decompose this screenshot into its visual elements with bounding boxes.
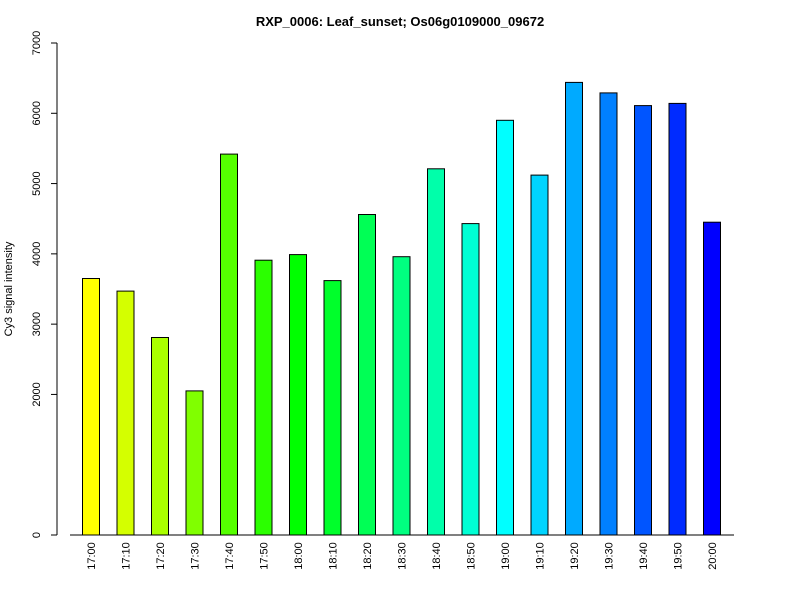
x-tick-label: 19:10 xyxy=(535,542,547,570)
bar-1710 xyxy=(116,290,135,536)
x-tick-label: 17:40 xyxy=(224,542,236,570)
x-tick-label: 18:10 xyxy=(328,542,340,570)
x-tick-label: 17:10 xyxy=(121,542,133,570)
bar-1820 xyxy=(358,214,376,536)
bars-group xyxy=(82,81,721,536)
y-axis-label: Cy3 signal intensity xyxy=(3,241,15,336)
bar-1850 xyxy=(461,223,480,536)
x-axis: 17:00 17:10 17:20 17:30 17:40 17:50 18:00 18:10… xyxy=(86,542,719,570)
y-axis: 0 2000 3000 4000 5000 6000 7000 xyxy=(31,31,58,538)
x-tick-label: 19:40 xyxy=(638,542,650,570)
bar-1720 xyxy=(151,337,169,536)
x-tick-label: 20:00 xyxy=(707,542,719,570)
y-tick-label: 2000 xyxy=(31,382,43,406)
x-tick-label: 17:30 xyxy=(190,542,202,570)
bar-1930 xyxy=(599,92,618,536)
bar-2000 xyxy=(703,221,721,536)
x-tick-label: 18:50 xyxy=(466,542,478,570)
bar-1810 xyxy=(323,280,342,536)
y-tick-label: 5000 xyxy=(31,171,43,195)
x-tick-label: 18:00 xyxy=(293,542,305,570)
y-tick-label: 4000 xyxy=(31,242,43,266)
y-tick-label: 0 xyxy=(31,532,43,538)
y-tick-label: 3000 xyxy=(31,312,43,336)
bar-1730 xyxy=(185,390,204,536)
x-tick-label: 18:20 xyxy=(362,542,374,570)
y-tick-label: 7000 xyxy=(31,31,43,55)
bar-1920 xyxy=(565,81,583,536)
y-tick-label: 6000 xyxy=(31,101,43,125)
bar-1830 xyxy=(392,256,411,536)
x-tick-label: 17:50 xyxy=(259,542,271,570)
bar-1800 xyxy=(289,254,307,536)
bar-1940 xyxy=(634,105,652,536)
bar-1840 xyxy=(427,168,445,536)
x-tick-label: 17:20 xyxy=(155,542,167,570)
bar-1950 xyxy=(668,102,687,536)
chart-title: RXP_0006: Leaf_sunset; Os06g0109000_0967… xyxy=(256,14,544,29)
x-tick-label: 19:30 xyxy=(604,542,616,570)
x-tick-label: 18:40 xyxy=(431,542,443,570)
bar-1750 xyxy=(254,259,273,536)
bar-1740 xyxy=(220,153,238,536)
bar-1700 xyxy=(82,278,100,536)
x-tick-label: 19:20 xyxy=(569,542,581,570)
x-tick-label: 17:00 xyxy=(86,542,98,570)
x-tick-label: 18:30 xyxy=(397,542,409,570)
x-tick-label: 19:00 xyxy=(500,542,512,570)
bar-1910 xyxy=(530,174,549,536)
bar-1900 xyxy=(496,119,514,536)
x-tick-label: 19:50 xyxy=(673,542,685,570)
